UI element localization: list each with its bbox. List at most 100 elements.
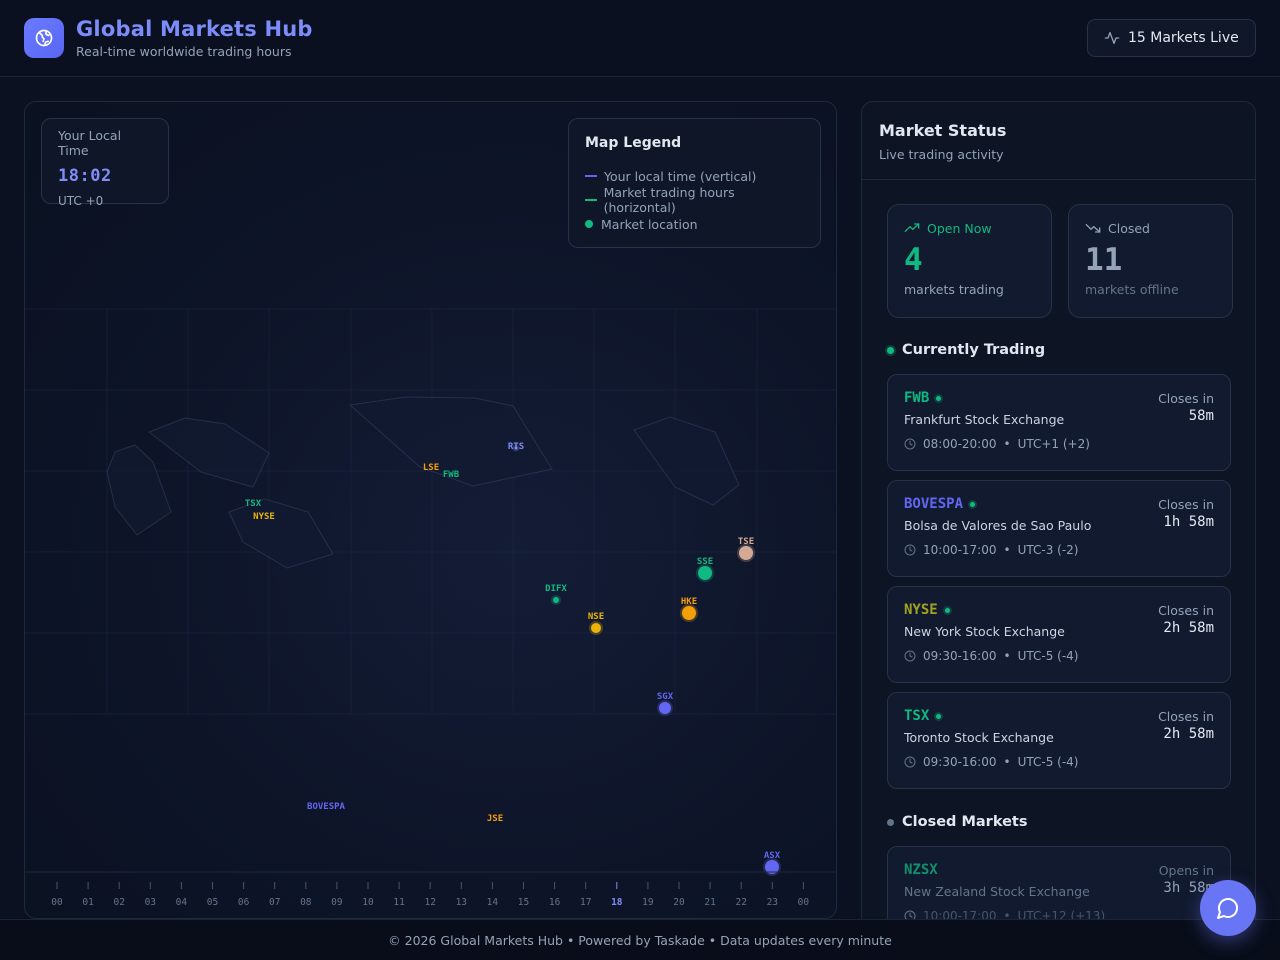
timeline-hour-label: 14 (487, 897, 499, 908)
map-marker-rts[interactable]: RTS (508, 442, 524, 452)
marker-label: HKE (681, 597, 697, 607)
market-hours: 09:30-16:00 (923, 649, 997, 663)
market-code: FWB (904, 390, 1214, 406)
map-marker-bovespa[interactable]: BOVESPA (307, 802, 346, 812)
map-marker-tse[interactable]: TSE (737, 537, 755, 562)
trending-up-icon (904, 223, 920, 232)
timeline-hour-label: 03 (145, 897, 156, 908)
marker-label: TSE (738, 537, 754, 547)
timeline-hour-label: 09 (331, 897, 343, 908)
separator-dot: • (1003, 437, 1011, 451)
map-marker-jse[interactable]: JSE (487, 814, 503, 824)
market-card-fwb[interactable]: FWB Frankfurt Stock Exchange 08:00-20:00 • U… (887, 374, 1231, 471)
app-header: Global Markets Hub Real-time worldwide t… (0, 0, 1280, 77)
map-marker-tsx[interactable]: TSX (245, 499, 262, 509)
legend-label-local: Your local time (vertical) (604, 168, 757, 184)
timeline-hour-label: 10 (362, 897, 374, 908)
continent-outlines (106, 396, 740, 569)
separator-dot: • (1003, 909, 1011, 923)
market-card-nyse[interactable]: NYSE New York Stock Exchange 09:30-16:00 • U… (887, 586, 1231, 683)
map-marker-nse[interactable]: NSE (588, 612, 604, 635)
legend-item-trading-hours: Market trading hours (horizontal) (585, 185, 804, 215)
closed-markets-heading: Closed Markets (887, 814, 1027, 830)
open-now-label: Open Now (927, 220, 992, 236)
timeline-hour-label: 16 (549, 897, 561, 908)
local-time-card: Your Local Time 18:02 UTC +0 (41, 118, 169, 208)
currently-trading-label: Currently Trading (902, 342, 1046, 358)
market-countdown: Closes in 2h 58m (1158, 709, 1214, 742)
local-time-label: Your Local Time (58, 128, 122, 158)
timeline-hour-label: 06 (238, 897, 250, 908)
timeline-hour-label: 13 (456, 897, 467, 908)
countdown-value: 1h 58m (1163, 514, 1214, 530)
market-code: TSX (904, 708, 1214, 724)
market-hours: 09:30-16:00 (923, 755, 997, 769)
market-status-panel: Market Status Live trading activity Open… (861, 101, 1256, 931)
markets-live-button[interactable]: 15 Markets Live (1087, 19, 1256, 57)
market-card-bovespa[interactable]: BOVESPA Bolsa de Valores de Sao Paulo 10:0… (887, 480, 1231, 577)
map-marker-sse[interactable]: SSE (696, 557, 714, 582)
market-timezone: UTC-5 (-4) (1017, 755, 1079, 769)
activity-icon (1104, 31, 1120, 44)
trending-down-icon (1085, 224, 1101, 233)
timeline-hour-label: 19 (642, 897, 654, 908)
timeline-hour-label: 22 (735, 897, 746, 908)
local-utc-offset: UTC +0 (58, 194, 104, 208)
timeline-hour-label: 05 (207, 897, 218, 908)
map-marker-sgx[interactable]: SGX (657, 692, 674, 716)
closed-markets-label: Closed Markets (902, 814, 1028, 830)
market-card-tsx[interactable]: TSX Toronto Stock Exchange 09:30-16:00 • UTC… (887, 692, 1231, 789)
open-desc: markets trading (904, 282, 1004, 297)
market-code: NZSX (904, 862, 1214, 878)
separator-dot: • (1003, 755, 1011, 769)
market-countdown: Closes in 1h 58m (1158, 497, 1214, 530)
timeline-hour-label: 00 (798, 897, 810, 908)
globe-logo-icon (24, 18, 64, 58)
chat-button[interactable] (1200, 880, 1256, 936)
market-hours-row: 09:30-16:00 • UTC-5 (-4) (904, 649, 1214, 663)
map-legend: Map Legend Your local time (vertical) Ma… (568, 118, 821, 248)
map-grid (25, 308, 836, 715)
marker-dot (659, 702, 671, 714)
timeline-hour-label: 12 (424, 897, 435, 908)
map-marker-difx[interactable]: DIFX (545, 584, 567, 605)
marker-label: NSE (588, 612, 604, 622)
clock-icon (904, 650, 916, 662)
timeline-hour-label: 15 (518, 897, 529, 908)
map-marker-lse[interactable]: LSE (423, 463, 439, 473)
legend-item-local-time: Your local time (vertical) (585, 164, 804, 188)
clock-icon (904, 544, 916, 556)
map-marker-fwb[interactable]: FWB (443, 470, 460, 480)
local-time-value: 18:02 (58, 166, 112, 186)
separator-dot: • (1003, 543, 1011, 557)
market-code-text: FWB (904, 390, 930, 406)
market-timezone: UTC+1 (+2) (1017, 437, 1090, 451)
market-name: Toronto Stock Exchange (904, 730, 1054, 745)
countdown-value: 58m (1188, 408, 1214, 424)
market-code-text: NZSX (904, 862, 938, 878)
marker-dot (739, 546, 753, 560)
timeline-hour-label: 07 (269, 897, 280, 908)
closed-desc: markets offline (1085, 282, 1179, 297)
legend-dot-location (585, 220, 593, 228)
legend-line-hours (585, 199, 597, 201)
live-dot (970, 501, 976, 507)
countdown-label: Closes in (1158, 603, 1214, 618)
markets-live-label: 15 Markets Live (1128, 30, 1239, 46)
market-hours: 08:00-20:00 (923, 437, 997, 451)
open-count: 4 (904, 242, 923, 278)
legend-line-local (585, 175, 597, 177)
timeline-hour-label: 00 (51, 897, 63, 908)
world-map[interactable]: RTS LSE FWB TSX NYSE TSE SSE DIFX HKE NSE SGX BOVES… (25, 102, 837, 919)
clock-icon (904, 756, 916, 768)
marker-dot (591, 623, 601, 633)
closed-status-dot (887, 818, 894, 826)
market-code-text: TSX (904, 708, 930, 724)
marker-label: ASX (764, 851, 781, 861)
map-marker-hke[interactable]: HKE (680, 597, 698, 622)
separator-dot: • (1003, 649, 1011, 663)
status-subtitle: Live trading activity (879, 147, 1004, 162)
status-title: Market Status (879, 121, 1007, 140)
trading-status-dot (887, 346, 894, 354)
map-marker-nyse[interactable]: NYSE (253, 512, 275, 522)
